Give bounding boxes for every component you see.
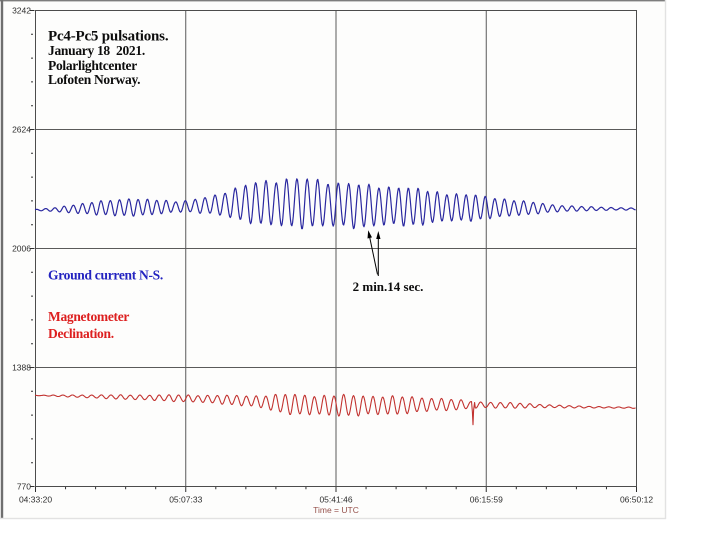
svg-text:January 18 2021.: January 18 2021. xyxy=(48,43,145,58)
svg-text:04:33:20: 04:33:20 xyxy=(19,495,52,505)
svg-text:770: 770 xyxy=(17,481,31,491)
svg-text:Magnetometer: Magnetometer xyxy=(48,309,129,324)
svg-text:Pc4-Pc5 pulsations.: Pc4-Pc5 pulsations. xyxy=(48,29,169,45)
svg-text:Declination.: Declination. xyxy=(48,326,114,341)
svg-text:2 min.14 sec.: 2 min.14 sec. xyxy=(353,279,424,294)
svg-text:2006: 2006 xyxy=(12,243,31,253)
svg-text:1388: 1388 xyxy=(12,362,31,372)
svg-text:05:07:33: 05:07:33 xyxy=(169,495,202,505)
svg-text:Polarlightcenter: Polarlightcenter xyxy=(48,58,137,73)
svg-text:05:41:46: 05:41:46 xyxy=(319,495,352,505)
svg-text:06:50:12: 06:50:12 xyxy=(620,495,653,505)
svg-text:Lofoten Norway.: Lofoten Norway. xyxy=(48,72,140,87)
svg-text:3242: 3242 xyxy=(12,5,31,15)
svg-text:Ground current N-S.: Ground current N-S. xyxy=(48,268,163,283)
svg-text:2624: 2624 xyxy=(12,124,31,134)
svg-text:Time = UTC: Time = UTC xyxy=(313,505,359,515)
svg-text:06:15:59: 06:15:59 xyxy=(470,495,503,505)
